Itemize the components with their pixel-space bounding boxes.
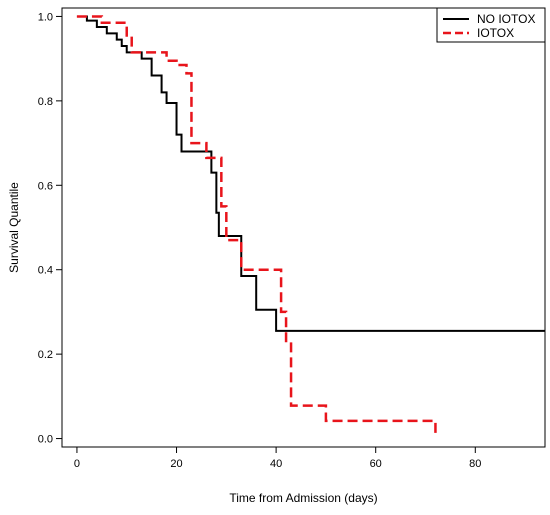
plot-border bbox=[61, 7, 546, 448]
x-tick-label: 40 bbox=[270, 458, 282, 470]
y-tick-label: 0.4 bbox=[38, 265, 53, 277]
x-tick-label: 80 bbox=[469, 458, 481, 470]
series-line-no-iotox bbox=[76, 15, 545, 332]
legend-box bbox=[436, 7, 546, 43]
x-axis: 0 20 40 60 80 bbox=[74, 447, 481, 470]
x-tick-label: 0 bbox=[74, 458, 80, 470]
x-axis-title: Time from Admission (days) bbox=[229, 491, 377, 505]
plot-frame bbox=[61, 7, 546, 448]
y-tick-label: 0.6 bbox=[38, 180, 53, 192]
y-tick-label: 0.8 bbox=[38, 96, 53, 108]
y-tick-label: 0.0 bbox=[38, 434, 53, 446]
legend-label: NO IOTOX bbox=[477, 12, 535, 26]
legend-label: IOTOX bbox=[477, 26, 514, 40]
series-line-iotox bbox=[76, 15, 437, 435]
series-lines bbox=[76, 15, 545, 435]
y-tick-label: 0.2 bbox=[38, 349, 53, 361]
x-tick-label: 60 bbox=[370, 458, 382, 470]
y-axis-title: Survival Quantile bbox=[7, 182, 21, 273]
y-axis: 0.0 0.2 0.4 0.6 0.8 1.0 bbox=[38, 11, 62, 446]
y-tick-label: 1.0 bbox=[38, 11, 53, 23]
x-tick-label: 20 bbox=[170, 458, 182, 470]
